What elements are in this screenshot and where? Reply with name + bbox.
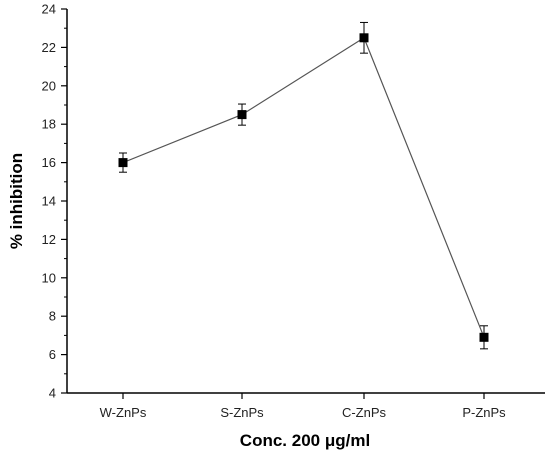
y-tick-label: 12 bbox=[42, 232, 56, 247]
x-axis-title: Conc. 200 μg/ml bbox=[240, 431, 370, 450]
plot-frame bbox=[66, 9, 545, 394]
data-point-marker bbox=[118, 158, 128, 168]
error-bars-group bbox=[119, 21, 488, 350]
data-point-marker bbox=[237, 110, 247, 120]
series-line bbox=[122, 36, 485, 338]
y-tick-label: 22 bbox=[42, 40, 56, 55]
data-markers-group bbox=[118, 33, 489, 342]
x-tick-label: W-ZnPs bbox=[100, 405, 147, 420]
y-axis-title: % inhibition bbox=[7, 153, 26, 249]
y-axis-ticks: 4 6 8 10 12 14 16 18 20 22 24 bbox=[42, 2, 67, 401]
y-tick-label: 10 bbox=[42, 270, 56, 285]
series-line-group bbox=[122, 36, 485, 338]
x-tick-label: P-ZnPs bbox=[462, 405, 506, 420]
y-tick-label: 4 bbox=[49, 386, 56, 401]
x-axis-ticks: W-ZnPs S-ZnPs C-ZnPs P-ZnPs bbox=[100, 393, 506, 420]
x-tick-label: C-ZnPs bbox=[342, 405, 387, 420]
y-tick-label: 16 bbox=[42, 155, 56, 170]
y-tick-label: 8 bbox=[49, 309, 56, 324]
data-point-marker bbox=[359, 33, 369, 43]
x-tick-label: S-ZnPs bbox=[220, 405, 264, 420]
y-tick-label: 20 bbox=[42, 78, 56, 93]
data-point-marker bbox=[479, 332, 489, 342]
y-tick-label: 14 bbox=[42, 194, 56, 209]
y-tick-label: 18 bbox=[42, 117, 56, 132]
y-tick-label: 24 bbox=[42, 2, 56, 17]
y-tick-label: 6 bbox=[49, 347, 56, 362]
